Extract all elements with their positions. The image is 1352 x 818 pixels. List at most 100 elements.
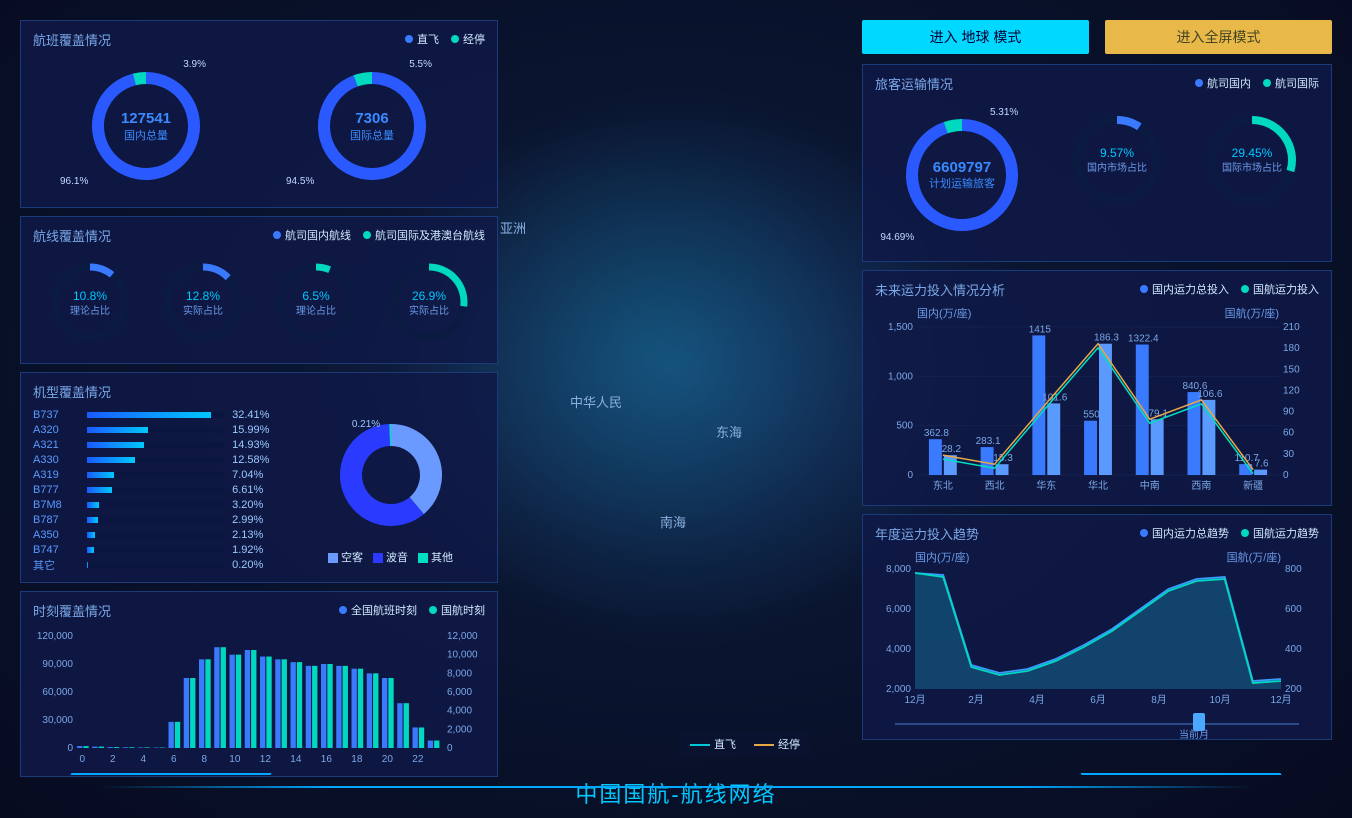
svg-text:6,000: 6,000 bbox=[886, 604, 911, 615]
svg-text:华东: 华东 bbox=[1036, 479, 1056, 492]
svg-text:4: 4 bbox=[141, 754, 147, 765]
svg-text:6.5%: 6.5% bbox=[302, 289, 330, 303]
svg-text:400: 400 bbox=[1285, 644, 1302, 655]
panel-flight-coverage: 航班覆盖情况 直飞 经停 127541国内总量96.1%3.9%7306国际总量… bbox=[20, 20, 498, 208]
svg-text:210: 210 bbox=[1283, 322, 1300, 333]
svg-text:8月: 8月 bbox=[1151, 694, 1167, 706]
gauge-small: 6.5%理论占比 bbox=[266, 257, 366, 347]
earth-mode-button[interactable]: 进入 地球 模式 bbox=[862, 20, 1089, 54]
svg-text:60: 60 bbox=[1283, 428, 1295, 439]
svg-text:800: 800 bbox=[1285, 564, 1302, 575]
svg-text:12月: 12月 bbox=[904, 694, 925, 706]
legend: 直飞 经停 bbox=[405, 31, 485, 47]
svg-text:150: 150 bbox=[1283, 364, 1300, 375]
panel-future-capacity: 未来运力投入情况分析 国内运力总投入 国航运力投入 国内(万/座)国航(万/座)… bbox=[862, 270, 1332, 506]
svg-text:90: 90 bbox=[1283, 407, 1295, 418]
svg-text:2,000: 2,000 bbox=[886, 684, 911, 695]
svg-text:西南: 西南 bbox=[1191, 479, 1211, 492]
panel-title: 年度运力投入趋势 bbox=[875, 524, 979, 543]
svg-text:西北: 西北 bbox=[985, 480, 1005, 492]
svg-text:理论占比: 理论占比 bbox=[70, 304, 110, 317]
svg-text:22: 22 bbox=[412, 754, 424, 765]
svg-text:2,000: 2,000 bbox=[447, 724, 472, 735]
time-slider[interactable] bbox=[895, 723, 1299, 725]
bar-row: 其它0.20% bbox=[33, 557, 286, 572]
svg-text:0: 0 bbox=[67, 743, 73, 754]
svg-text:2月: 2月 bbox=[968, 694, 984, 706]
svg-text:国航(万/座): 国航(万/座) bbox=[1227, 550, 1281, 564]
legend: 全国航班时刻 国航时刻 bbox=[339, 602, 485, 618]
svg-text:6609797: 6609797 bbox=[933, 159, 991, 176]
gauge-side: 9.57%国内市场占比 bbox=[1057, 105, 1177, 245]
svg-text:国内(万/座): 国内(万/座) bbox=[915, 550, 969, 564]
legend: 国内运力总投入 国航运力投入 bbox=[1140, 281, 1319, 297]
panel-route-coverage: 航线覆盖情况 航司国内航线 航司国际及港澳台航线 10.8%理论占比12.8%实… bbox=[20, 216, 498, 364]
svg-text:0: 0 bbox=[80, 754, 86, 765]
legend: 航司国内 航司国际 bbox=[1195, 75, 1319, 91]
gauge-main: 6609797计划运输旅客94.69%5.31% bbox=[882, 105, 1042, 245]
svg-text:10,000: 10,000 bbox=[447, 650, 478, 661]
svg-text:60,000: 60,000 bbox=[42, 687, 73, 698]
svg-text:30: 30 bbox=[1283, 449, 1295, 460]
footer-title: 中国国航-航线网络 bbox=[575, 777, 776, 809]
gauge: 7306国际总量94.5%5.5% bbox=[292, 61, 452, 191]
fullscreen-button[interactable]: 进入全屏模式 bbox=[1105, 20, 1332, 54]
bar-row: B7M83.20% bbox=[33, 497, 286, 512]
panel-title: 机型覆盖情况 bbox=[33, 382, 111, 401]
panel-passenger-transport: 旅客运输情况 航司国内 航司国际 6609797计划运输旅客94.69%5.31… bbox=[862, 64, 1332, 262]
svg-text:2: 2 bbox=[110, 754, 116, 765]
svg-text:90,000: 90,000 bbox=[42, 659, 73, 670]
svg-text:东北: 东北 bbox=[933, 479, 953, 492]
svg-text:实际占比: 实际占比 bbox=[183, 304, 223, 317]
slider-label: 当前月 bbox=[1179, 726, 1209, 741]
svg-text:283.1: 283.1 bbox=[976, 436, 1001, 447]
svg-text:106.6: 106.6 bbox=[1197, 389, 1222, 400]
svg-text:8,000: 8,000 bbox=[447, 668, 472, 679]
gauge-small: 10.8%理论占比 bbox=[40, 257, 140, 347]
svg-text:0: 0 bbox=[907, 470, 913, 481]
svg-text:30,000: 30,000 bbox=[42, 715, 73, 726]
panel-aircraft-coverage: 机型覆盖情况 B73732.41%A32015.99%A32114.93%A33… bbox=[20, 372, 498, 583]
svg-text:28.2: 28.2 bbox=[942, 444, 962, 455]
svg-text:7306: 7306 bbox=[355, 110, 388, 127]
svg-text:9.57%: 9.57% bbox=[1100, 146, 1134, 160]
svg-text:120,000: 120,000 bbox=[37, 631, 74, 642]
map-label-asia: 亚洲 bbox=[500, 218, 526, 237]
svg-text:18: 18 bbox=[351, 754, 363, 765]
svg-text:4月: 4月 bbox=[1029, 694, 1045, 706]
svg-text:实际占比: 实际占比 bbox=[409, 304, 449, 317]
svg-text:1415: 1415 bbox=[1029, 324, 1052, 335]
svg-text:10: 10 bbox=[229, 754, 241, 765]
svg-text:8: 8 bbox=[202, 754, 208, 765]
bar-row: B7471.92% bbox=[33, 542, 286, 557]
svg-text:12,000: 12,000 bbox=[447, 631, 478, 642]
panel-time-coverage: 时刻覆盖情况 全国航班时刻 国航时刻 030,00060,00090,00012… bbox=[20, 591, 498, 777]
svg-text:500: 500 bbox=[896, 421, 913, 432]
bar-row: B7872.99% bbox=[33, 512, 286, 527]
svg-text:550: 550 bbox=[1083, 410, 1100, 421]
svg-text:国内市场占比: 国内市场占比 bbox=[1087, 161, 1147, 174]
svg-text:计划运输旅客: 计划运输旅客 bbox=[929, 176, 995, 190]
bar-row: A3502.13% bbox=[33, 527, 286, 542]
svg-text:14: 14 bbox=[290, 754, 302, 765]
svg-text:127541: 127541 bbox=[121, 110, 171, 127]
svg-text:12月: 12月 bbox=[1270, 694, 1291, 706]
svg-text:国航(万/座): 国航(万/座) bbox=[1225, 306, 1279, 320]
svg-text:国际总量: 国际总量 bbox=[350, 128, 394, 142]
gauge-small: 26.9%实际占比 bbox=[379, 257, 479, 347]
panel-annual-trend: 年度运力投入趋势 国内运力总趋势 国航运力趋势 国内(万/座)国航(万/座)2,… bbox=[862, 514, 1332, 740]
svg-text:12.8%: 12.8% bbox=[185, 289, 219, 303]
svg-text:6,000: 6,000 bbox=[447, 687, 472, 698]
svg-text:0: 0 bbox=[447, 743, 453, 754]
bar-row: A32015.99% bbox=[33, 422, 286, 437]
svg-text:国际市场占比: 国际市场占比 bbox=[1222, 161, 1282, 174]
svg-text:12: 12 bbox=[260, 754, 272, 765]
bar-row: B73732.41% bbox=[33, 407, 286, 422]
svg-text:10月: 10月 bbox=[1209, 694, 1230, 706]
svg-text:186.3: 186.3 bbox=[1094, 333, 1119, 344]
svg-text:国内(万/座): 国内(万/座) bbox=[917, 306, 971, 320]
svg-text:0: 0 bbox=[1283, 470, 1289, 481]
bar-row: B7776.61% bbox=[33, 482, 286, 497]
panel-title: 旅客运输情况 bbox=[875, 74, 953, 93]
footer: 中国国航-航线网络 bbox=[0, 768, 1352, 818]
